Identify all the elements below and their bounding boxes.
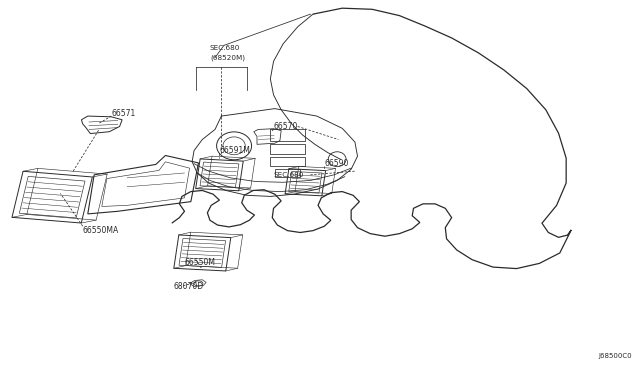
Text: SEC.680: SEC.680 xyxy=(210,45,240,51)
Text: 66550MA: 66550MA xyxy=(83,226,119,235)
Text: 66591M: 66591M xyxy=(220,146,250,155)
Bar xyxy=(275,169,300,177)
Text: (68520M): (68520M) xyxy=(210,54,245,61)
Text: 66590: 66590 xyxy=(324,159,349,168)
Bar xyxy=(270,144,305,154)
Text: 66550M: 66550M xyxy=(184,258,216,267)
Bar xyxy=(270,157,305,166)
Text: 66570: 66570 xyxy=(273,122,298,131)
Text: 68070D: 68070D xyxy=(173,282,203,291)
Bar xyxy=(270,129,305,141)
Text: J68500C0: J68500C0 xyxy=(598,353,632,359)
Text: SEC.680: SEC.680 xyxy=(273,172,304,178)
Text: 66571: 66571 xyxy=(111,109,136,118)
